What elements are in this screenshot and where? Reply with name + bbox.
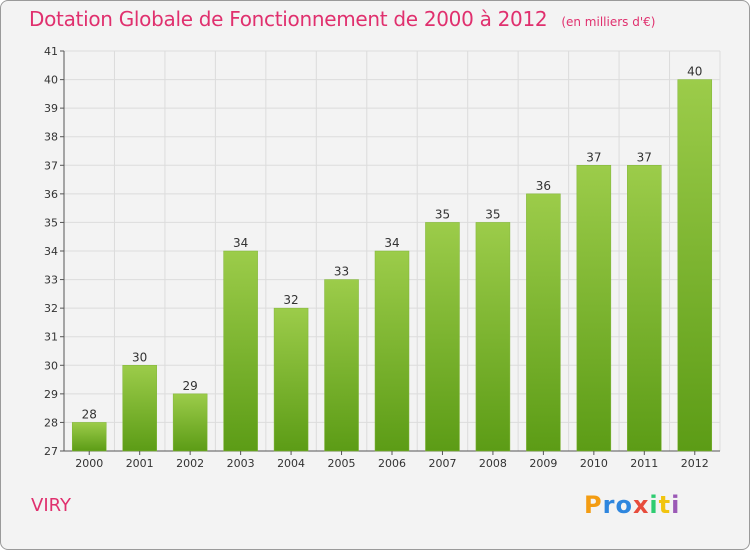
logo-letter: P	[584, 491, 603, 519]
y-tick-label: 29	[44, 388, 58, 401]
proxiti-logo: Proxiti	[584, 491, 680, 519]
y-tick-label: 37	[44, 159, 58, 172]
y-tick-label: 33	[44, 274, 58, 287]
x-tick-label: 2005	[328, 457, 356, 470]
data-label: 32	[283, 293, 298, 307]
data-label: 34	[233, 236, 248, 250]
bar-2009	[526, 193, 561, 452]
data-label: 28	[82, 407, 97, 421]
x-tick-label: 2000	[75, 457, 103, 470]
chart-title-text: Dotation Globale de Fonctionnement de 20…	[29, 7, 548, 31]
commune-name: VIRY	[31, 495, 71, 516]
data-label: 37	[586, 150, 601, 164]
x-tick-label: 2002	[176, 457, 204, 470]
bar-2007	[425, 222, 460, 452]
y-tick-label: 35	[44, 216, 58, 229]
bar-2004	[273, 307, 309, 452]
logo-letter: t	[658, 491, 672, 519]
x-tick-label: 2011	[630, 457, 658, 470]
y-tick-label: 40	[44, 74, 58, 87]
chart-unit: (en milliers d'€)	[561, 15, 656, 29]
chart-title: Dotation Globale de Fonctionnement de 20…	[29, 7, 655, 31]
y-tick-label: 32	[44, 302, 58, 315]
data-label: 40	[687, 65, 702, 79]
data-label: 37	[637, 150, 652, 164]
y-tick-label: 27	[44, 445, 58, 458]
data-label: 35	[435, 207, 450, 221]
data-label: 35	[485, 207, 500, 221]
bar-2012	[677, 79, 713, 452]
x-tick-label: 2007	[428, 457, 456, 470]
y-tick-label: 39	[44, 102, 58, 115]
x-tick-label: 2006	[378, 457, 406, 470]
data-label: 34	[384, 236, 399, 250]
y-tick-label: 28	[44, 416, 58, 429]
bar-2003	[223, 250, 258, 452]
bar-2005	[324, 279, 359, 452]
x-tick-label: 2003	[227, 457, 255, 470]
logo-letter: o	[615, 491, 633, 519]
y-tick-label: 36	[44, 188, 58, 201]
bar-2010	[576, 165, 612, 452]
y-tick-label: 38	[44, 131, 58, 144]
x-tick-label: 2008	[479, 457, 507, 470]
x-tick-label: 2004	[277, 457, 305, 470]
x-tick-label: 2010	[580, 457, 608, 470]
logo-letter: r	[602, 491, 616, 519]
bar-2006	[374, 250, 410, 452]
logo-letter: i	[649, 491, 659, 519]
bar-2008	[475, 222, 511, 452]
data-label: 33	[334, 265, 349, 279]
x-tick-label: 2001	[126, 457, 154, 470]
data-label: 36	[536, 179, 551, 193]
y-tick-label: 30	[44, 359, 58, 372]
x-tick-label: 2012	[681, 457, 709, 470]
y-tick-label: 34	[44, 245, 58, 258]
bar-2011	[627, 165, 662, 452]
x-tick-label: 2009	[529, 457, 557, 470]
y-tick-label: 31	[44, 331, 58, 344]
bar-2001	[122, 365, 157, 452]
bar-2000	[71, 422, 107, 452]
logo-letter: i	[671, 491, 681, 519]
data-label: 30	[132, 350, 147, 364]
data-label: 29	[183, 379, 198, 393]
logo-letter: x	[632, 491, 650, 519]
y-tick-label: 41	[44, 45, 58, 58]
bar-2002	[172, 393, 208, 452]
